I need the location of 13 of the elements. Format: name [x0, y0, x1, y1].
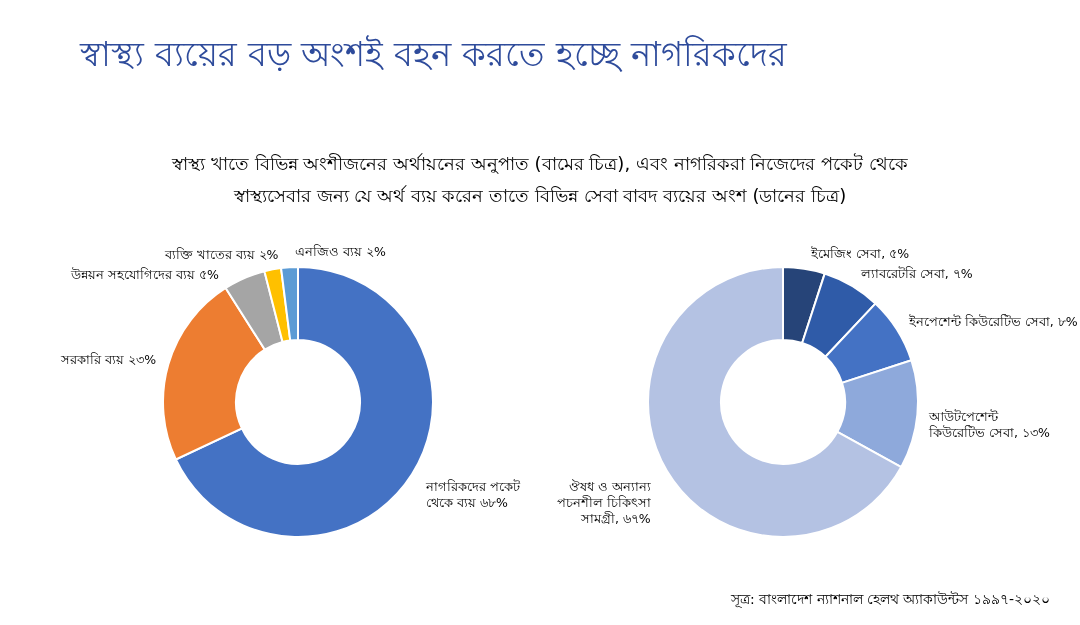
text: সূত্র: বাংলাদেশ ন্যাশনাল হেলথ অ্যাকাউন্টস ১৯৯৭-২০২০	[730, 590, 1050, 610]
slice-label: ঔষধ ও অন্যান্য পচনশীল চিকিৎসা সামগ্রী, ৬৭%	[556, 478, 651, 526]
chart-title: স্বাস্থ্য ব্যয়ের বড় অংশই বহন করতে হচ্ছে নাগরিকদের	[80, 33, 787, 76]
slice-label: এনজিও ব্যয় ২%	[295, 244, 387, 260]
slice-label: আউটপেশেন্ট কিউরেটিভ সেবা, ১৩%	[928, 408, 1050, 440]
slice-label: উন্নয়ন সহযোগিদের ব্যয় ৫%	[69, 266, 219, 282]
slice-label: নাগরিকদের পকেট থেকে ব্যয় ৬৮%	[425, 478, 521, 510]
slice-label: ল্যাবরেটরি সেবা, ৭%	[859, 265, 973, 281]
slice-label: ব্যক্তি খাতের ব্যয় ২%	[163, 246, 279, 262]
slice-label: ইনপেশেন্ট কিউরেটিভ সেবা, ৮%	[907, 313, 1078, 329]
chart-subtitle: স্বাস্থ্য খাতে বিভিন্ন অংশীজনের অর্থায়নের অনুপাত (বামের চিত্র), এবং নাগরিকরা নিজেদের পকেট থেকে স্বাস্থ্যসেবার জন্য যে অর্থ ব্যয় করেন তাতে বিভিন্ন সেবা বাবদ ব্যয়ের অংশ (ডানের চিত্র)	[170, 152, 909, 208]
slice-label: সরকারি ব্যয় ২৩%	[60, 352, 157, 368]
slice-label: ইমেজিং সেবা, ৫%	[810, 245, 910, 261]
